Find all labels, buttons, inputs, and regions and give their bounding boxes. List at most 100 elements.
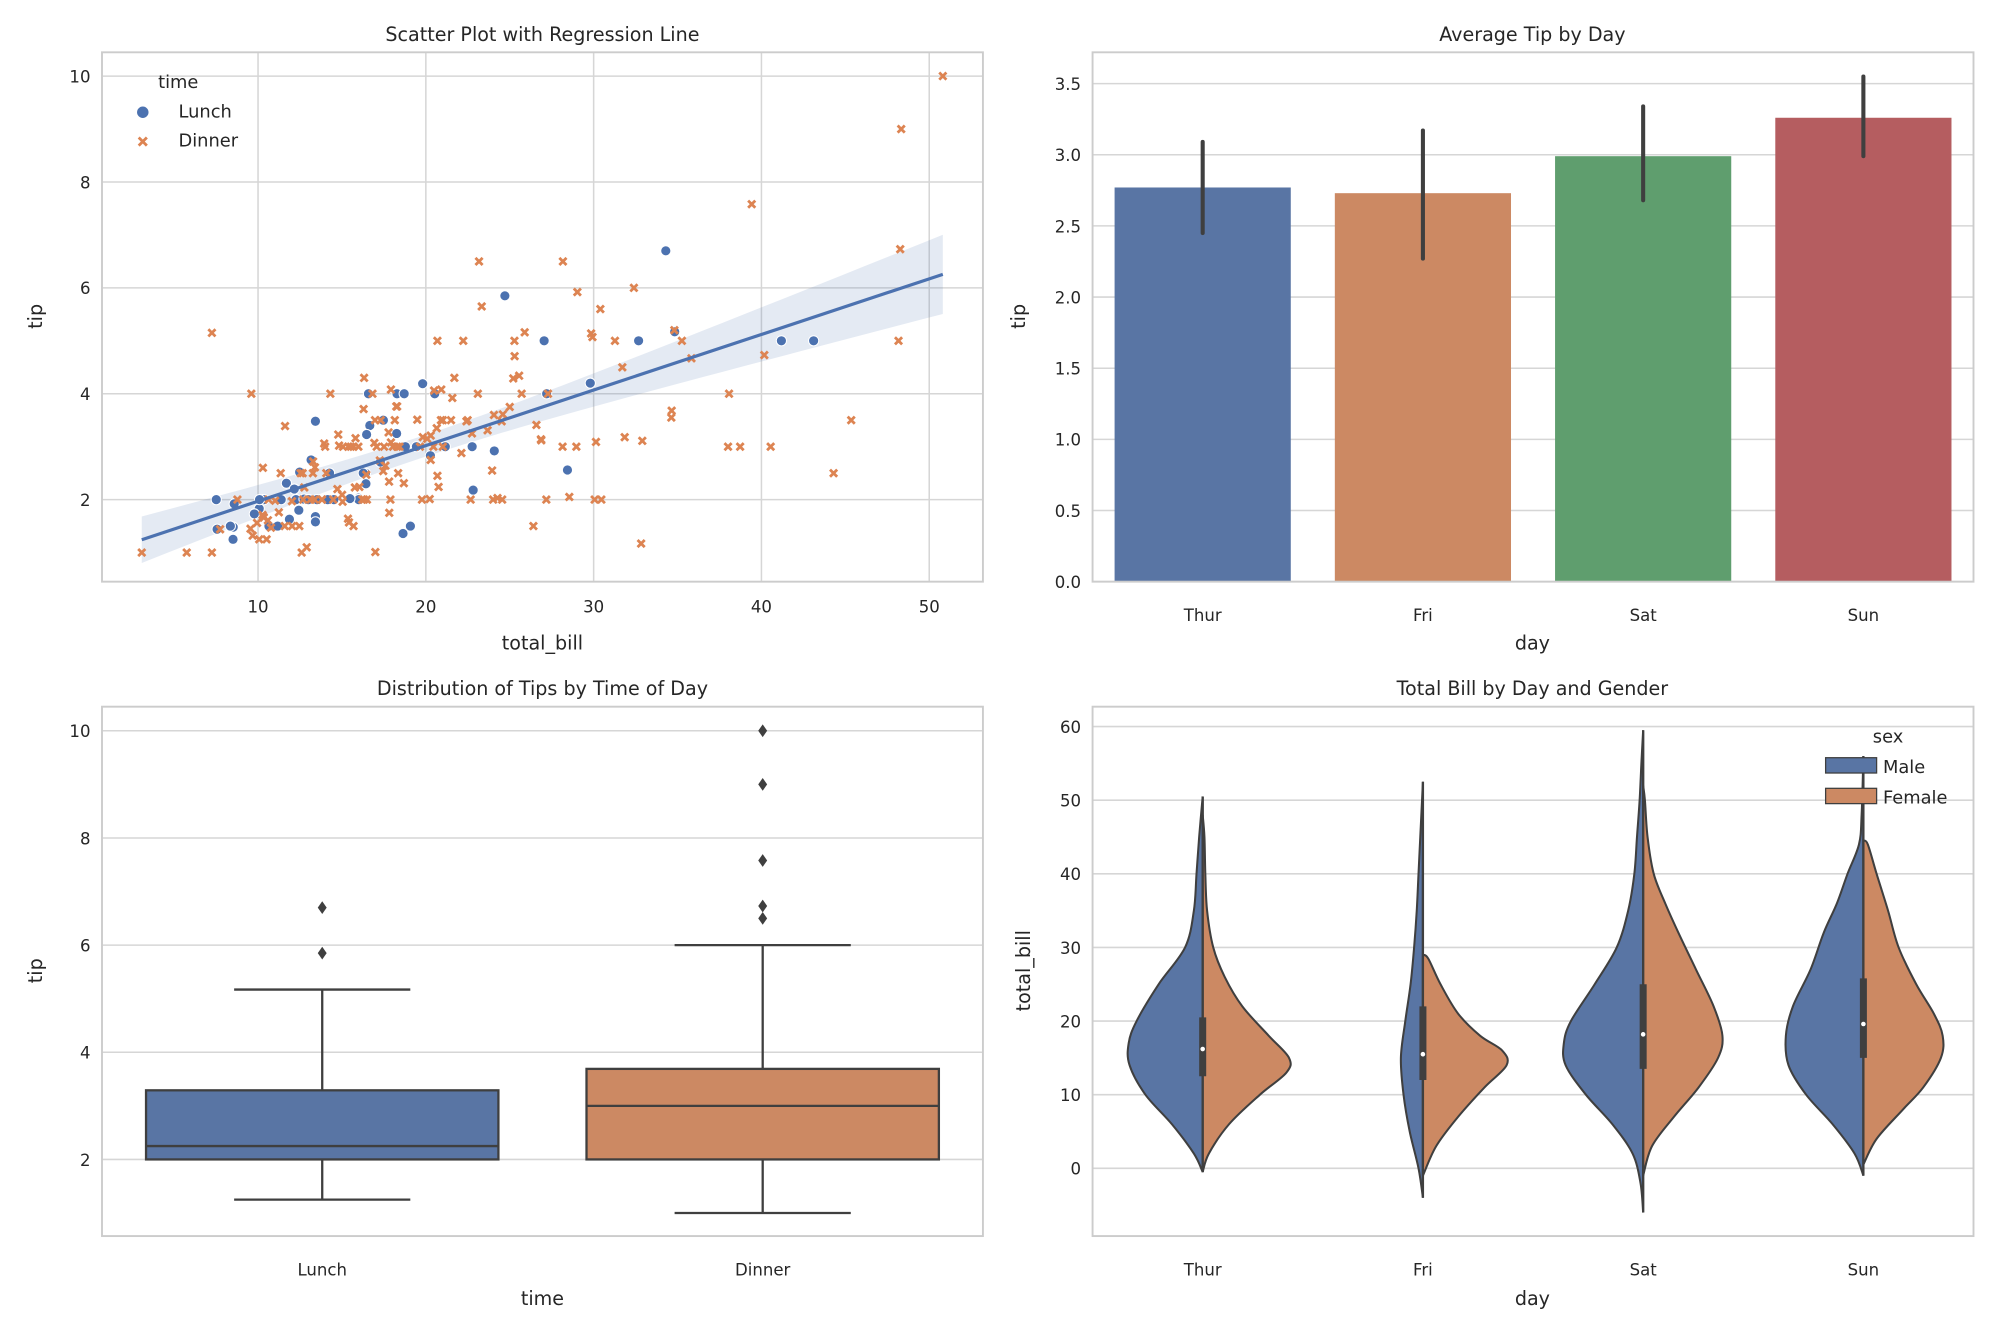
legend-female-swatch — [1824, 787, 1878, 805]
x-tick-label: Sun — [1848, 1261, 1880, 1280]
x-tick-label: 30 — [583, 597, 604, 616]
dinner-point — [348, 521, 359, 531]
lunch-point — [488, 445, 500, 457]
violin-female-sat — [1642, 785, 1724, 1176]
dinner-point — [310, 462, 320, 472]
dinner-point — [591, 437, 601, 447]
violin-male-fri — [1399, 781, 1424, 1198]
dinner-point — [376, 415, 386, 425]
y-tick-label: 2.0 — [1055, 288, 1081, 307]
dinner-point — [429, 386, 439, 396]
dinner-point — [620, 432, 630, 442]
outlier-point — [758, 911, 768, 925]
dinner-point — [386, 437, 396, 448]
dinner-point — [487, 465, 497, 476]
x-tick-label: Dinner — [735, 1261, 791, 1280]
dinner-point — [586, 328, 596, 338]
scatter-xlabel: total_bill — [502, 631, 583, 654]
y-tick-label: 0.5 — [1055, 502, 1081, 521]
violin-male-thur — [1126, 796, 1204, 1173]
dinner-point — [759, 350, 769, 360]
dinner-point — [436, 384, 446, 395]
legend-title: sex — [1873, 726, 1904, 747]
dinner-point — [425, 494, 435, 504]
dinner-point — [294, 521, 304, 531]
dinner-point — [735, 442, 745, 452]
dinner-point — [372, 442, 382, 452]
dinner-point — [610, 336, 620, 346]
dinner-point — [528, 521, 538, 531]
dinner-point — [558, 256, 568, 266]
dinner-point — [274, 507, 284, 517]
dinner-point — [510, 351, 520, 361]
dinner-point — [617, 362, 627, 372]
dinner-point — [473, 389, 483, 399]
dinner-point — [766, 442, 776, 452]
bar-panel: Average Tip by Day day tip 0.0 0.5 1.0 1.5 2… — [1007, 23, 1975, 654]
y-tick-label: 0.0 — [1055, 573, 1081, 592]
lunch-point — [210, 494, 222, 506]
dinner-point — [447, 393, 457, 403]
outlier-point — [758, 724, 768, 738]
dinner-point — [629, 283, 639, 293]
dinner-point — [386, 384, 396, 395]
legend-female-label: Female — [1883, 788, 1948, 809]
dinner-point — [422, 434, 432, 444]
dinner-point — [896, 124, 906, 134]
y-tick-label: 4 — [80, 1044, 91, 1063]
violin-title: Total Bill by Day and Gender — [1396, 677, 1669, 700]
y-tick-label: 8 — [80, 173, 91, 192]
dinner-point — [434, 482, 444, 492]
dinner-point — [346, 442, 356, 452]
dinner-point — [263, 515, 273, 525]
lunch-point — [248, 508, 260, 520]
lunch-point — [280, 477, 293, 489]
legend-title: time — [158, 72, 198, 93]
x-tick-label: 20 — [415, 597, 436, 616]
legend-lunch-label: Lunch — [178, 101, 231, 122]
dinner-point — [270, 496, 280, 506]
dinner-point — [325, 389, 335, 399]
axes-frame — [1091, 51, 1975, 583]
violin-median-dot — [1861, 1021, 1866, 1027]
dinner-point — [426, 455, 436, 465]
dinner-point — [338, 497, 348, 507]
y-tick-label: 20 — [1060, 1012, 1081, 1031]
y-tick-label: 30 — [1060, 939, 1081, 958]
dinner-point — [384, 477, 394, 487]
dinner-point — [276, 468, 286, 478]
dinner-point — [254, 534, 264, 544]
violin-median-dot — [1640, 1032, 1646, 1037]
y-tick-label: 40 — [1060, 865, 1081, 884]
dinner-point — [517, 389, 527, 399]
dinner-point — [637, 436, 647, 446]
box-panel: Distribution of Tips by Time of Day time… — [24, 677, 984, 1310]
bar-ylabel: tip — [1007, 304, 1030, 329]
x-tick-label: Sun — [1848, 606, 1880, 625]
dinner-point — [456, 448, 466, 458]
x-tick-label: Lunch — [297, 1261, 347, 1280]
lunch-point — [467, 484, 479, 496]
dinner-point — [508, 373, 518, 383]
dinner-point — [543, 389, 553, 399]
lunch-point — [538, 335, 550, 347]
lunch-point — [360, 428, 373, 441]
dinner-point — [432, 336, 442, 346]
bar-title: Average Tip by Day — [1439, 23, 1625, 46]
dinner-point — [248, 531, 258, 541]
outlier-point — [317, 946, 327, 960]
dinner-point — [669, 325, 679, 335]
dinner-point — [297, 547, 307, 558]
violin-median-dot — [1420, 1051, 1426, 1057]
y-tick-label: 3.5 — [1055, 75, 1081, 94]
lunch-point — [499, 290, 511, 302]
dinner-point — [246, 389, 256, 399]
dinner-point — [505, 402, 515, 412]
dinner-point — [466, 495, 476, 505]
dinner-point — [348, 442, 359, 452]
dinner-point — [446, 415, 456, 425]
axes-frame — [101, 705, 984, 1238]
dinner-point — [572, 287, 582, 297]
